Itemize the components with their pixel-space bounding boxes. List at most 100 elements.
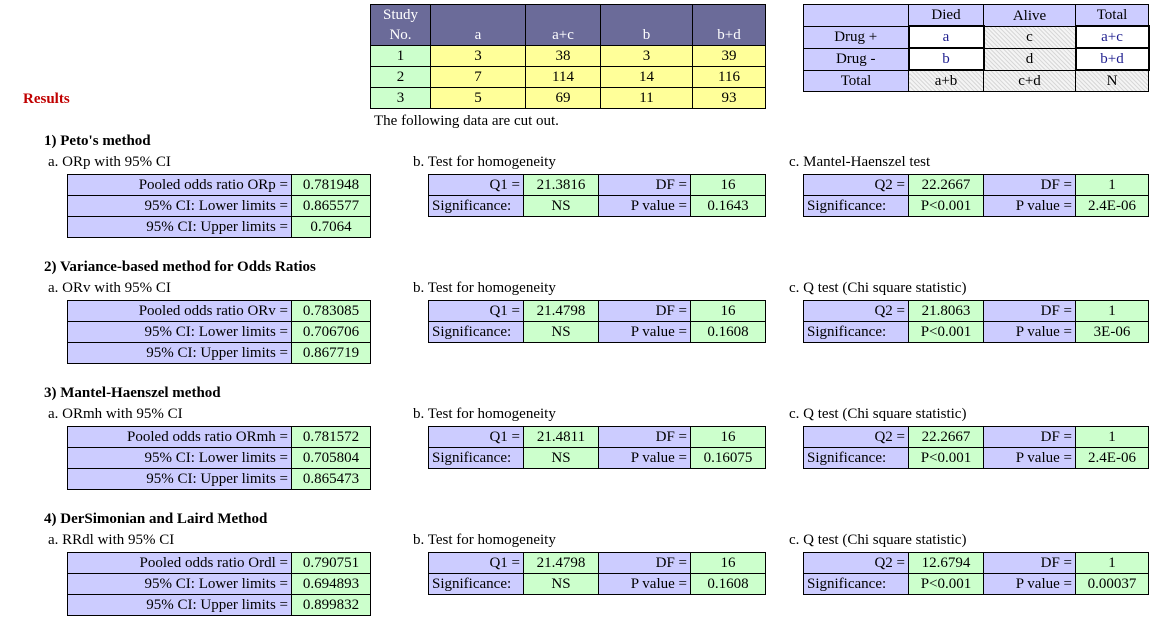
- significance-label: Significance:: [428, 573, 524, 595]
- p-value[interactable]: 0.00037: [1075, 573, 1149, 595]
- ci-value[interactable]: 0.865473: [291, 468, 371, 490]
- ci-value[interactable]: 0.865577: [291, 195, 371, 217]
- ci-subtitle: a. ORv with 95% CI: [48, 280, 171, 296]
- significance-value[interactable]: NS: [523, 573, 599, 595]
- significance-value[interactable]: P<0.001: [908, 447, 984, 469]
- table-row: Q1 = 21.3816 DF = 16: [428, 174, 766, 196]
- table-cell[interactable]: 3: [430, 45, 526, 67]
- ci-label: 95% CI: Upper limits =: [67, 468, 292, 490]
- legend-cell: b: [907, 47, 985, 71]
- ci-value[interactable]: 0.899832: [291, 594, 371, 616]
- p-value-label: P value =: [983, 573, 1076, 595]
- q1-label: Q1 =: [428, 552, 524, 574]
- q2-value[interactable]: 21.8063: [908, 300, 984, 322]
- p-value[interactable]: 0.1608: [690, 321, 766, 343]
- legend-header-died: Died: [908, 4, 984, 27]
- significance-value[interactable]: P<0.001: [908, 321, 984, 343]
- table-cell[interactable]: 116: [692, 66, 766, 88]
- study-no-cell[interactable]: 2: [370, 66, 431, 88]
- q2-table: Q2 = 12.6794 DF = 1 Significance: P<0.001 P v…: [803, 552, 1149, 595]
- study-no-cell[interactable]: 1: [370, 45, 431, 67]
- table-cell[interactable]: 38: [525, 45, 601, 67]
- df-value[interactable]: 1: [1075, 174, 1149, 196]
- p-value[interactable]: 0.1608: [690, 573, 766, 595]
- ci-value[interactable]: 0.705804: [291, 447, 371, 469]
- table-row: Q2 = 22.2667 DF = 1: [803, 426, 1149, 448]
- df-value[interactable]: 1: [1075, 552, 1149, 574]
- significance-label: Significance:: [428, 447, 524, 469]
- legend-row: Drug + a c a+c: [803, 25, 1150, 49]
- p-value[interactable]: 2.4E-06: [1075, 195, 1149, 217]
- table-row: Q2 = 22.2667 DF = 1: [803, 174, 1149, 196]
- ci-value[interactable]: 0.781948: [291, 174, 371, 196]
- table-row: 95% CI: Lower limits = 0.706706: [67, 321, 371, 343]
- df-value[interactable]: 16: [690, 300, 766, 322]
- study-no-cell[interactable]: 3: [370, 87, 431, 109]
- q1-value[interactable]: 21.4798: [523, 552, 599, 574]
- table-row: Significance: NS P value = 0.1608: [428, 321, 766, 343]
- q2-value[interactable]: 22.2667: [908, 174, 984, 196]
- table-cell[interactable]: 11: [600, 87, 693, 109]
- table-row: Q2 = 21.8063 DF = 1: [803, 300, 1149, 322]
- legend-cell: b+d: [1074, 47, 1150, 71]
- p-value[interactable]: 0.1643: [690, 195, 766, 217]
- p-value[interactable]: 2.4E-06: [1075, 447, 1149, 469]
- p-value[interactable]: 3E-06: [1075, 321, 1149, 343]
- q2-table: Q2 = 22.2667 DF = 1 Significance: P<0.001 P v…: [803, 174, 1149, 217]
- q2-value[interactable]: 12.6794: [908, 552, 984, 574]
- table-cell[interactable]: 69: [525, 87, 601, 109]
- legend-header-alive: Alive: [983, 4, 1076, 27]
- ci-value[interactable]: 0.783085: [291, 300, 371, 322]
- ci-value[interactable]: 0.781572: [291, 426, 371, 448]
- table-cell[interactable]: 7: [430, 66, 526, 88]
- results-label: Results: [23, 91, 70, 107]
- significance-value[interactable]: P<0.001: [908, 573, 984, 595]
- legend-cell: N: [1075, 69, 1149, 92]
- df-value[interactable]: 16: [690, 552, 766, 574]
- table-row: 2 7 114 14 116: [370, 66, 766, 88]
- q2-label: Q2 =: [803, 300, 909, 322]
- q1-value[interactable]: 21.3816: [523, 174, 599, 196]
- ci-value[interactable]: 0.7064: [291, 216, 371, 238]
- table-row: 95% CI: Upper limits = 0.867719: [67, 342, 371, 364]
- ci-subtitle: a. ORmh with 95% CI: [48, 406, 183, 422]
- significance-value[interactable]: NS: [523, 321, 599, 343]
- table-cell[interactable]: 93: [692, 87, 766, 109]
- ci-value[interactable]: 0.706706: [291, 321, 371, 343]
- df-value[interactable]: 16: [690, 426, 766, 448]
- significance-value[interactable]: NS: [523, 447, 599, 469]
- q2-table: Q2 = 22.2667 DF = 1 Significance: P<0.001 P v…: [803, 426, 1149, 469]
- significance-value[interactable]: P<0.001: [908, 195, 984, 217]
- header-b: b: [600, 4, 693, 46]
- homogeneity-table: Q1 = 21.4811 DF = 16 Significance: NS P value…: [428, 426, 766, 469]
- legend-cell: c: [983, 25, 1076, 49]
- legend-row-label: Drug -: [803, 47, 909, 71]
- table-cell[interactable]: 114: [525, 66, 601, 88]
- header-a-plus-c: a+c: [525, 4, 601, 46]
- df-value[interactable]: 1: [1075, 300, 1149, 322]
- table-row: Q1 = 21.4798 DF = 16: [428, 552, 766, 574]
- table-cell[interactable]: 39: [692, 45, 766, 67]
- table-cell[interactable]: 5: [430, 87, 526, 109]
- ci-value[interactable]: 0.867719: [291, 342, 371, 364]
- q2-value[interactable]: 22.2667: [908, 426, 984, 448]
- df-value[interactable]: 16: [690, 174, 766, 196]
- table-cell[interactable]: 3: [600, 45, 693, 67]
- q2-subtitle: c. Q test (Chi square statistic): [789, 532, 967, 548]
- table-cell[interactable]: 14: [600, 66, 693, 88]
- q2-label: Q2 =: [803, 552, 909, 574]
- q1-value[interactable]: 21.4798: [523, 300, 599, 322]
- df-label: DF =: [598, 300, 691, 322]
- section-dersimonian-laird: 4) DerSimonian and Laird Method a. RRdl …: [0, 511, 1150, 624]
- q2-label: Q2 =: [803, 174, 909, 196]
- section-peto: 1) Peto's method a. ORp with 95% CI b. T…: [0, 133, 1150, 259]
- q1-value[interactable]: 21.4811: [523, 426, 599, 448]
- ci-value[interactable]: 0.790751: [291, 552, 371, 574]
- table-row: Pooled odds ratio ORv = 0.783085: [67, 300, 371, 322]
- legend-row-label: Total: [803, 69, 909, 92]
- ci-value[interactable]: 0.694893: [291, 573, 371, 595]
- df-value[interactable]: 1: [1075, 426, 1149, 448]
- ci-label: Pooled odds ratio Ordl =: [67, 552, 292, 574]
- p-value[interactable]: 0.16075: [690, 447, 766, 469]
- significance-value[interactable]: NS: [523, 195, 599, 217]
